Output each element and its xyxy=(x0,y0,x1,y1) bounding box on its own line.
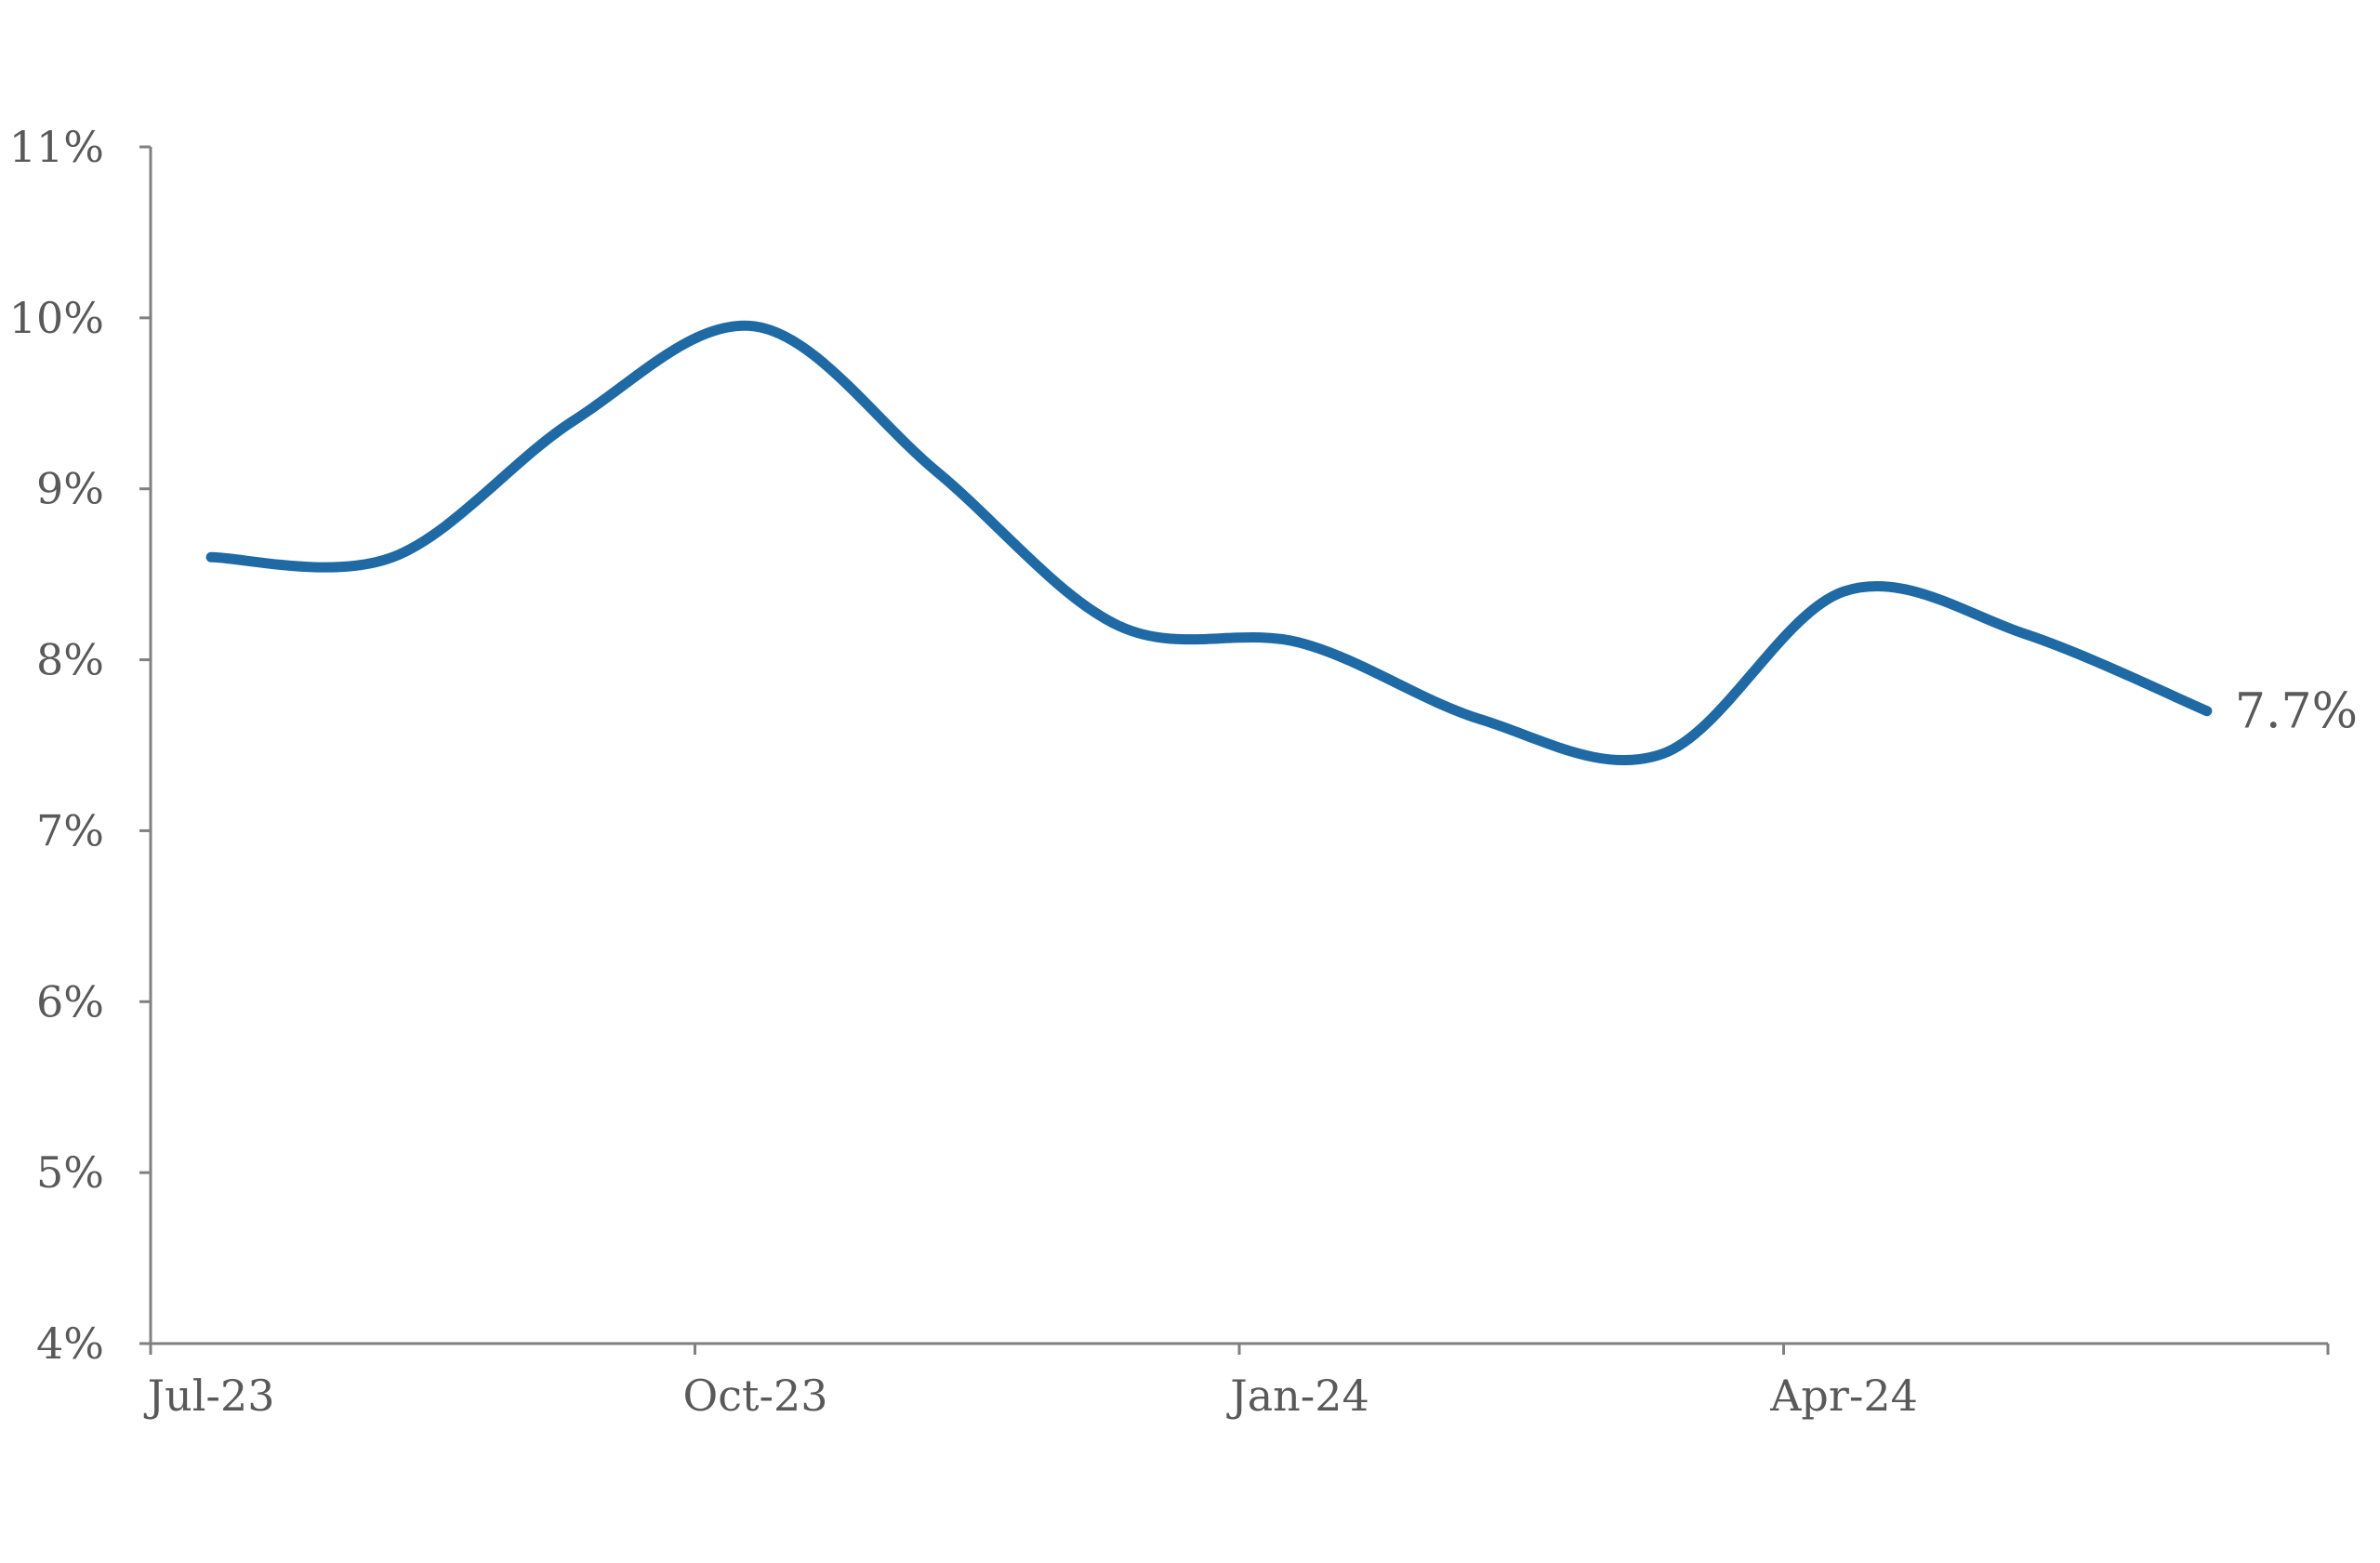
y-tick-label: 9% xyxy=(36,464,104,514)
x-axis-ticks: Jul-23 Oct-23 Jan-24 Apr-24 xyxy=(144,1344,2330,1421)
y-tick-label: 8% xyxy=(36,635,104,685)
y-tick-label: 4% xyxy=(36,1318,104,1369)
y-tick-label: 7% xyxy=(36,805,104,855)
y-tick-label: 11% xyxy=(9,122,104,172)
x-tick-label: Jul-23 xyxy=(144,1371,275,1421)
y-axis-ticks: 4% 5% 6% 7% 8% 9% 10% 11% xyxy=(9,122,151,1369)
x-tick-label: Jan-24 xyxy=(1226,1371,1369,1421)
series-line xyxy=(205,320,2213,766)
y-tick-label: 6% xyxy=(36,976,104,1027)
x-tick-label: Oct-23 xyxy=(683,1371,828,1421)
x-tick-label: Apr-24 xyxy=(1769,1371,1918,1421)
y-tick-label: 10% xyxy=(9,293,104,343)
y-tick-label: 5% xyxy=(36,1147,104,1198)
end-value-label: 7.7% xyxy=(2235,684,2358,740)
